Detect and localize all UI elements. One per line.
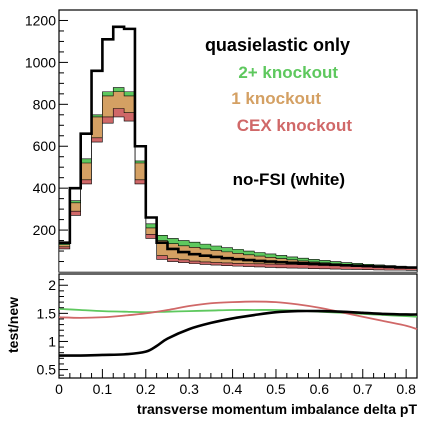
x-tick-label: 0.3 <box>179 381 199 397</box>
ratio-panel: 0.5 1 1.5 2 0 0.1 0.2 0.3 0.4 0.5 0.6 0.7 0.8 test/… <box>5 273 418 417</box>
x-axis: 0 0.1 0.2 0.3 0.4 0.5 0.6 0.7 0.8 <box>55 369 416 397</box>
x-tick-label: 0.8 <box>396 381 416 397</box>
ratio-plot-frame <box>58 273 418 379</box>
main-y-tick-label: 1000 <box>25 54 56 70</box>
hist-fill-2plus-knockout <box>58 87 418 273</box>
x-tick-label: 0.2 <box>136 381 156 397</box>
annotation-no-fsi: no-FSI (white) <box>233 170 345 189</box>
x-tick-label: 0.5 <box>266 381 286 397</box>
ratio-y-axis: 0.5 1 1.5 2 <box>37 277 68 378</box>
main-y-tick-label: 1200 <box>25 12 56 28</box>
main-y-tick-label: 400 <box>33 180 57 196</box>
legend-entry-1-knockout: 1 knockout <box>231 89 321 108</box>
ratio-curve-cex-knockout <box>58 300 418 330</box>
legend-entry-2plus-knockout: 2+ knockout <box>238 63 338 82</box>
ratio-curve-quasielastic <box>58 309 418 357</box>
main-y-tick-label: 800 <box>33 96 57 112</box>
hist-line-quasielastic-only <box>59 25 417 269</box>
main-y-tick-label: 600 <box>33 138 57 154</box>
ratio-y-tick-label: 2 <box>48 277 56 293</box>
x-tick-label: 0.7 <box>353 381 373 397</box>
x-tick-label: 0 <box>55 381 63 397</box>
ratio-y-axis-label: test/new <box>5 297 21 353</box>
hist-fill-no-fsi <box>58 116 418 273</box>
ratio-y-tick-label: 1.5 <box>37 305 57 321</box>
main-histogram-panel: 200 400 600 800 1000 1200 quasielastic only 2… <box>25 9 418 273</box>
x-tick-label: 0.1 <box>93 381 113 397</box>
x-tick-label: 0.6 <box>310 381 330 397</box>
ratio-curves <box>58 300 418 357</box>
legend-entry-quasielastic-only: quasielastic only <box>205 35 350 55</box>
x-axis-label: transverse momentum imbalance delta pT <box>137 401 418 417</box>
stacked-histogram <box>58 25 418 273</box>
ratio-y-tick-label: 0.5 <box>37 362 57 378</box>
legend: quasielastic only 2+ knockout 1 knockout… <box>205 35 352 189</box>
x-tick-label: 0.4 <box>223 381 243 397</box>
main-y-axis: 200 400 600 800 1000 1200 <box>25 12 68 263</box>
ratio-y-tick-label: 1 <box>48 333 56 349</box>
main-y-tick-label: 200 <box>33 222 57 238</box>
legend-entry-cex-knockout: CEX knockout <box>237 116 353 135</box>
